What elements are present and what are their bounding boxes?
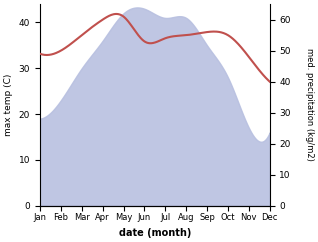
X-axis label: date (month): date (month): [119, 228, 191, 238]
Y-axis label: med. precipitation (kg/m2): med. precipitation (kg/m2): [305, 48, 314, 161]
Y-axis label: max temp (C): max temp (C): [4, 74, 13, 136]
